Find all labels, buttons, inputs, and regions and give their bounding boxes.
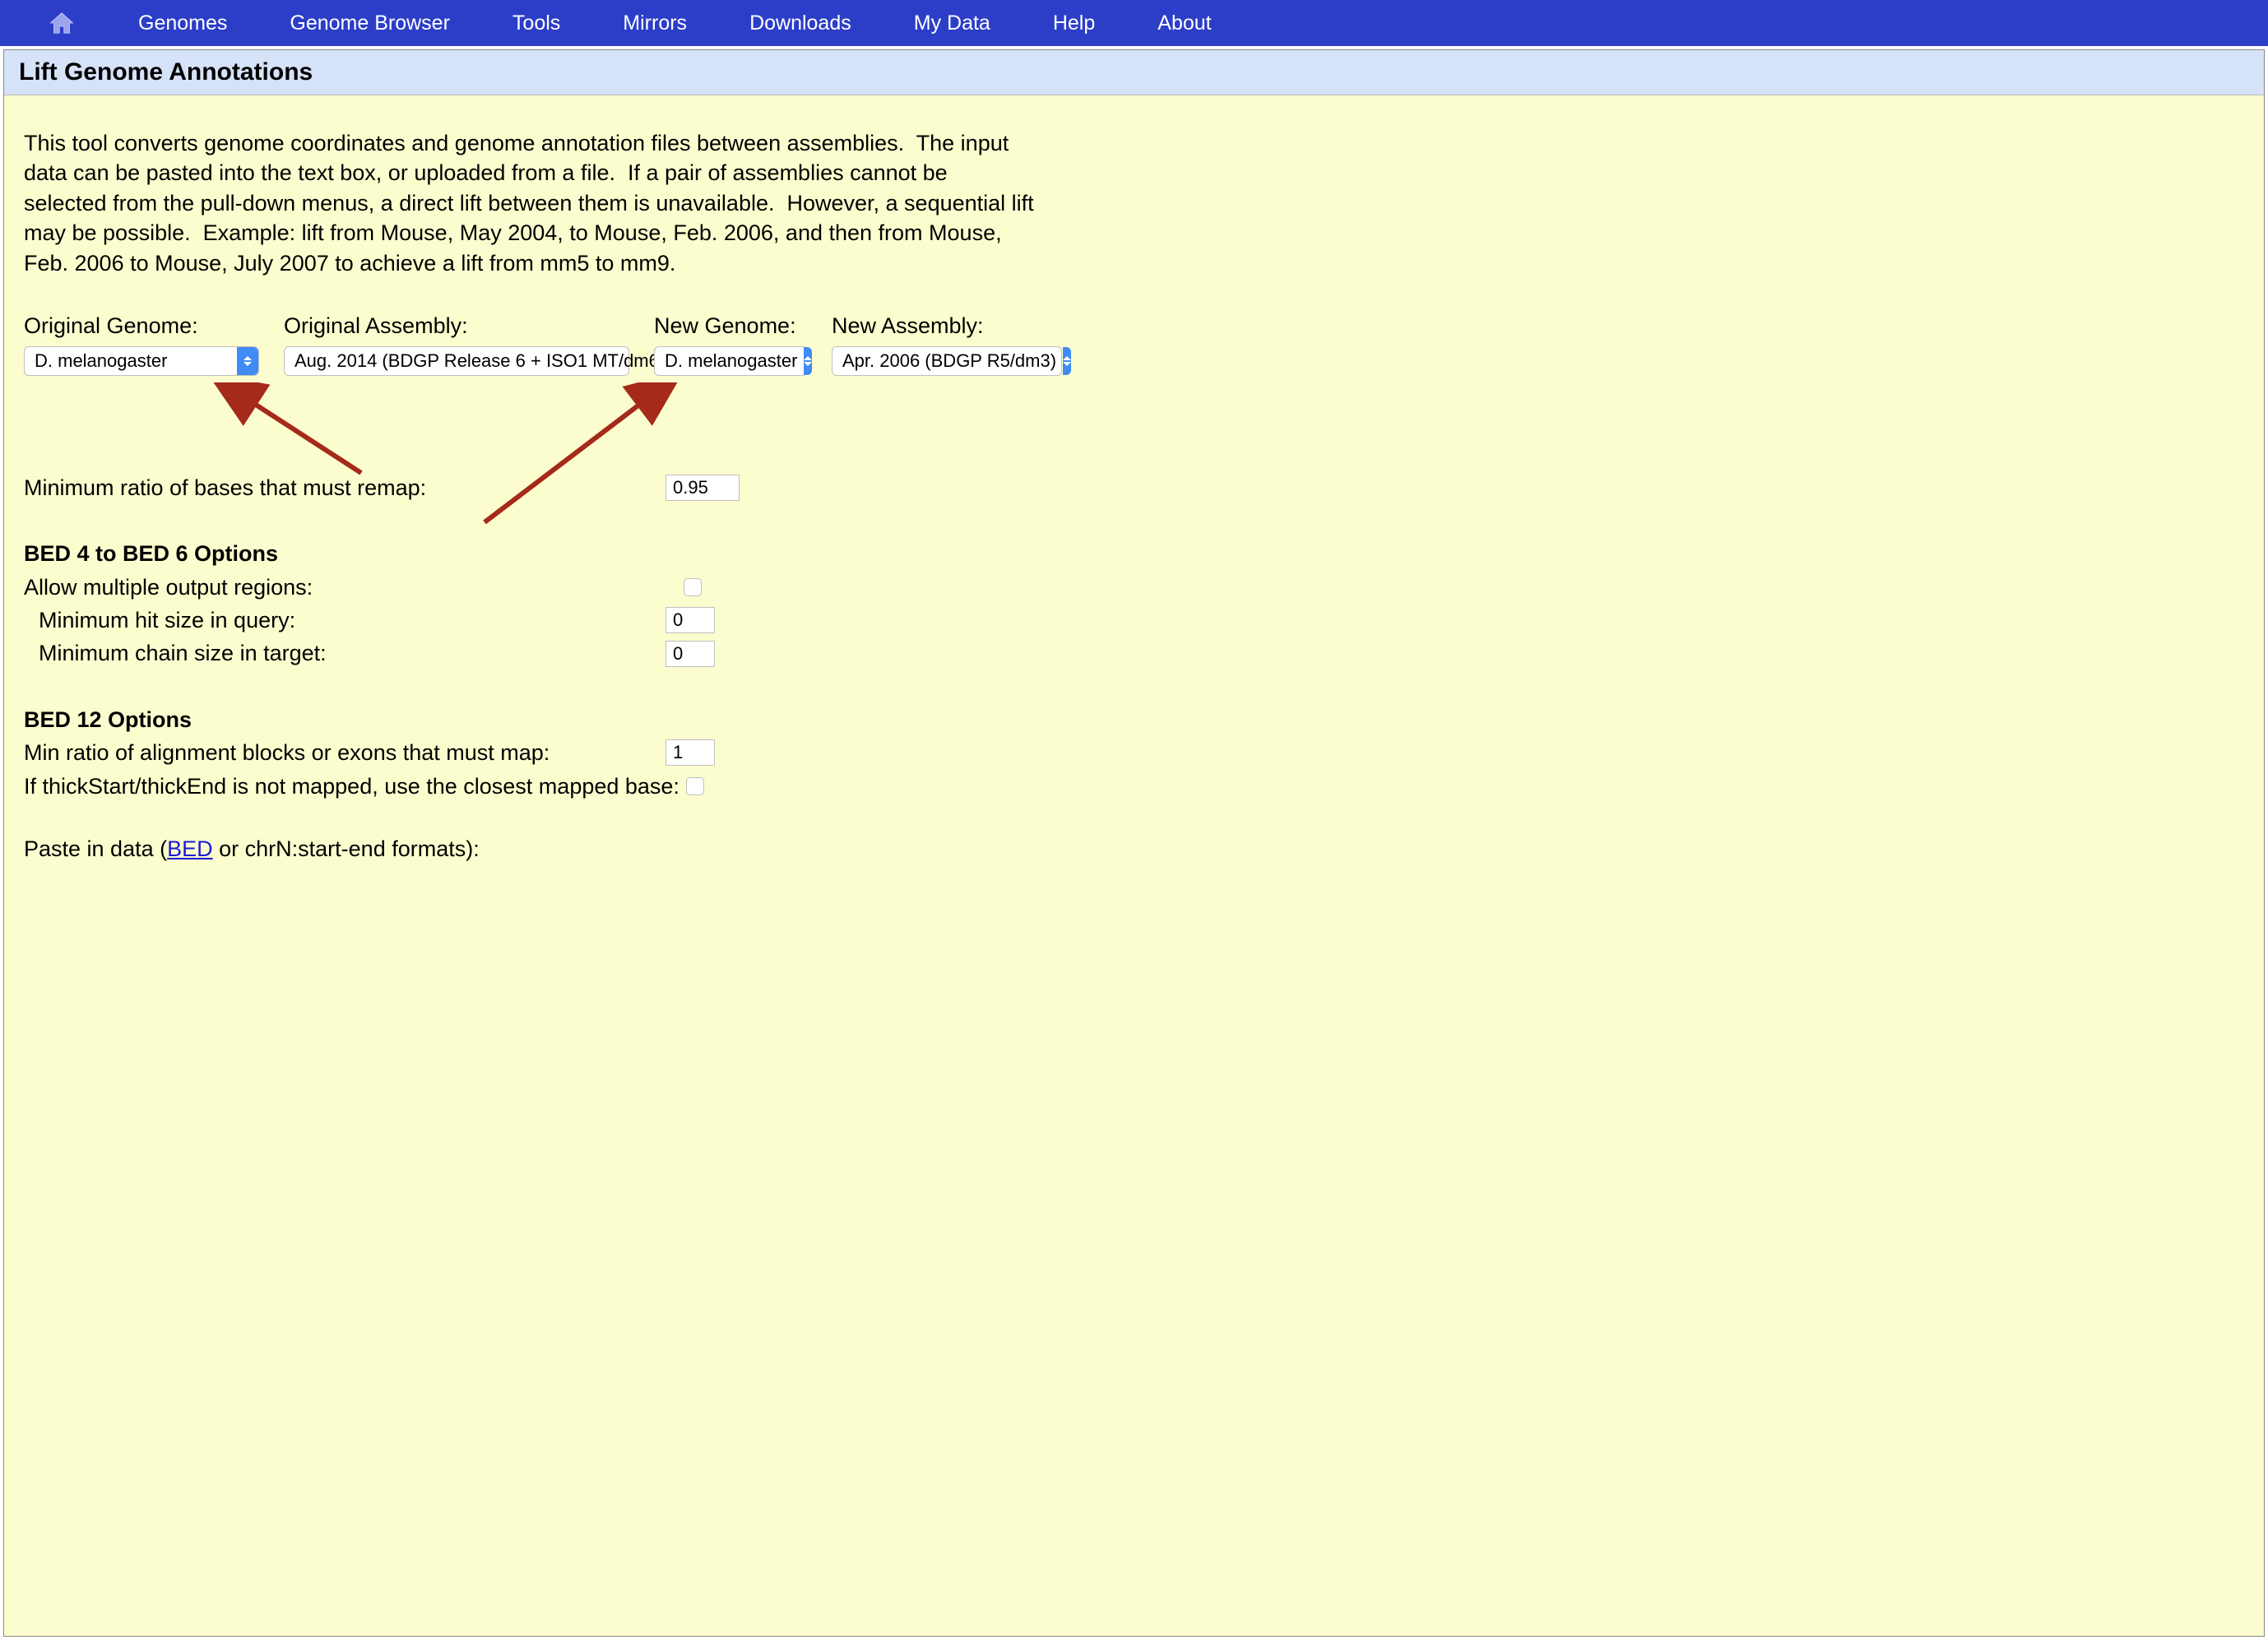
- page-content: This tool converts genome coordinates an…: [4, 95, 2264, 884]
- assembly-selector-row: Original Genome: D. melanogaster Origina…: [24, 311, 2244, 375]
- new-genome-value: D. melanogaster: [665, 349, 804, 373]
- min-ratio-label: Minimum ratio of bases that must remap:: [24, 473, 666, 503]
- nav-genomes[interactable]: Genomes: [123, 12, 242, 35]
- paste-prefix: Paste in data (: [24, 836, 167, 861]
- new-assembly-select[interactable]: Apr. 2006 (BDGP R5/dm3): [832, 346, 1062, 376]
- original-assembly-label: Original Assembly:: [284, 311, 629, 341]
- bed12-header: BED 12 Options: [24, 705, 2244, 734]
- min-block-label: Min ratio of alignment blocks or exons t…: [24, 738, 666, 767]
- new-genome-select[interactable]: D. melanogaster: [654, 346, 807, 376]
- min-ratio-input[interactable]: [666, 475, 740, 501]
- original-genome-label: Original Genome:: [24, 311, 259, 341]
- allow-multiple-checkbox[interactable]: [684, 578, 702, 596]
- allow-multiple-label: Allow multiple output regions:: [24, 572, 666, 602]
- min-hit-input[interactable]: [666, 607, 715, 633]
- nav-genome-browser[interactable]: Genome Browser: [275, 12, 465, 35]
- nav-downloads[interactable]: Downloads: [735, 12, 866, 35]
- thick-checkbox[interactable]: [686, 777, 704, 795]
- original-assembly-select[interactable]: Aug. 2014 (BDGP Release 6 + ISO1 MT/dm6): [284, 346, 629, 376]
- paste-suffix: or chrN:start-end formats):: [213, 836, 480, 861]
- new-genome-label: New Genome:: [654, 311, 807, 341]
- min-block-input[interactable]: [666, 739, 715, 766]
- nav-tools[interactable]: Tools: [498, 12, 575, 35]
- nav-help[interactable]: Help: [1038, 12, 1110, 35]
- new-assembly-value: Apr. 2006 (BDGP R5/dm3): [842, 349, 1063, 373]
- nav-links: Genomes Genome Browser Tools Mirrors Dow…: [123, 12, 1227, 35]
- nav-about[interactable]: About: [1143, 12, 1226, 35]
- original-genome-select[interactable]: D. melanogaster: [24, 346, 259, 376]
- original-genome-value: D. melanogaster: [35, 349, 237, 373]
- page-frame: Lift Genome Annotations This tool conver…: [3, 49, 2265, 1637]
- intro-text: This tool converts genome coordinates an…: [24, 128, 1036, 278]
- original-assembly-value: Aug. 2014 (BDGP Release 6 + ISO1 MT/dm6): [295, 349, 671, 373]
- nav-mirrors[interactable]: Mirrors: [608, 12, 702, 35]
- home-icon: [48, 11, 76, 35]
- new-assembly-label: New Assembly:: [832, 311, 1062, 341]
- thick-label: If thickStart/thickEnd is not mapped, us…: [24, 771, 679, 801]
- chevron-updown-icon: [237, 347, 258, 375]
- min-chain-input[interactable]: [666, 641, 715, 667]
- bed46-header: BED 4 to BED 6 Options: [24, 539, 2244, 568]
- bed-link[interactable]: BED: [167, 836, 213, 861]
- min-chain-label: Minimum chain size in target:: [24, 638, 666, 668]
- paste-data-label: Paste in data (BED or chrN:start-end for…: [24, 834, 2244, 864]
- page-title: Lift Genome Annotations: [4, 50, 2264, 95]
- nav-my-data[interactable]: My Data: [899, 12, 1005, 35]
- home-button[interactable]: [25, 11, 99, 35]
- min-hit-label: Minimum hit size in query:: [24, 605, 666, 635]
- chevron-updown-icon: [1063, 347, 1071, 375]
- chevron-updown-icon: [804, 347, 812, 375]
- top-nav: Genomes Genome Browser Tools Mirrors Dow…: [0, 0, 2268, 46]
